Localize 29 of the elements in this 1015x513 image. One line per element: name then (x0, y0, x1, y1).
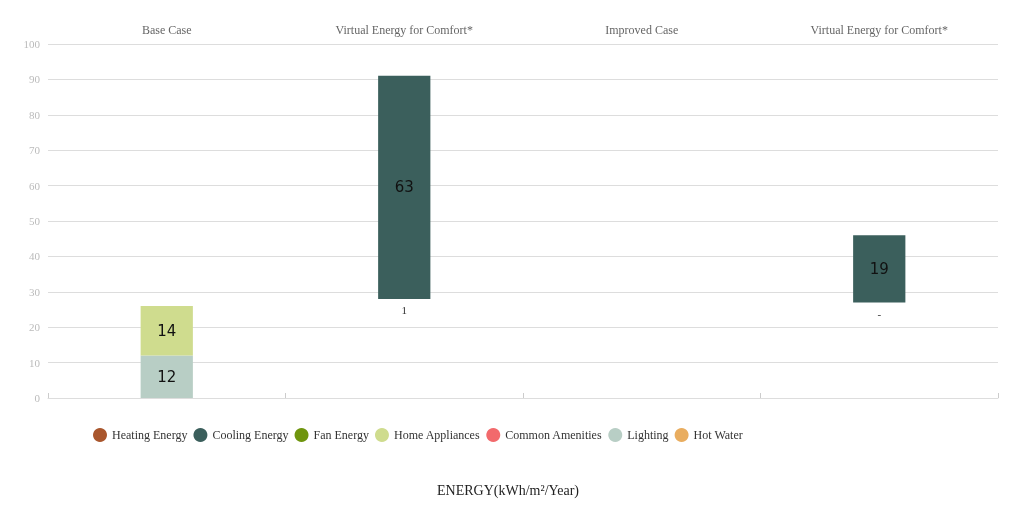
y-tick-label: 30 (29, 285, 41, 298)
y-tick-label: 10 (29, 356, 41, 369)
y-tick-label: 100 (23, 38, 41, 50)
legend-label: Fan Energy (313, 428, 369, 442)
data-label: 63 (394, 178, 414, 197)
data-label: 14 (157, 321, 177, 340)
x-tick-label: Base Case (141, 23, 192, 37)
y-tick-label: 20 (29, 321, 41, 334)
data-label: 19 (869, 259, 889, 278)
legend-label: Hot Water (693, 428, 743, 442)
x-tick-label: Virtual Energy for Comfort* (810, 23, 948, 37)
y-tick-label: 40 (29, 250, 41, 263)
text: ENERGY(kWh/m²/Year) (437, 482, 580, 499)
legend-label: Heating Energy (112, 428, 188, 442)
legend-label: Home Appliances (393, 428, 480, 442)
y-tick-label: 90 (29, 73, 41, 86)
legend-label: Cooling Energy (212, 428, 289, 442)
legend-label: Lighting (627, 428, 669, 442)
data-label: 12 (157, 367, 177, 386)
y-tick-label: 80 (29, 108, 41, 121)
y-tick-label: 70 (29, 144, 41, 157)
y-tick-label: 50 (29, 215, 41, 227)
legend-label: Common Amenities (505, 428, 602, 442)
y-tick-label: 60 (29, 179, 41, 192)
annotation: - (877, 307, 882, 320)
x-tick-label: Virtual Energy for Comfort* (335, 23, 473, 37)
annotation: 1 (401, 304, 407, 317)
x-tick-label: Improved Case (605, 23, 679, 37)
y-tick-label: 0 (34, 392, 41, 404)
